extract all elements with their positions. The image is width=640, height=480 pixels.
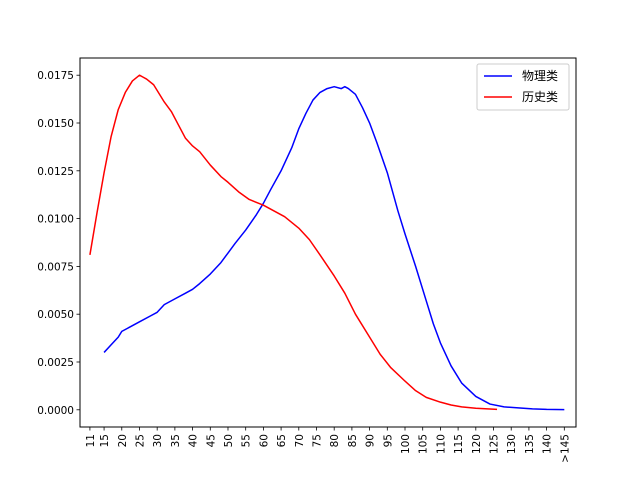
x-tick-label: 11 xyxy=(85,434,97,447)
y-axis: 0.0000 0.0025 0.0050 0.0075 0.0100 0.0125 0.01… xyxy=(37,70,80,417)
x-tick-label: 15 xyxy=(99,434,111,447)
x-tick-label: 45 xyxy=(205,434,217,447)
y-tick-label: 0.0025 xyxy=(37,357,74,369)
x-tick-label: 130 xyxy=(506,434,518,454)
y-tick-label: 0.0000 xyxy=(37,405,74,417)
y-tick-label: 0.0100 xyxy=(37,214,74,226)
x-tick-label: 85 xyxy=(347,434,359,447)
x-tick-label: 50 xyxy=(223,434,235,447)
x-tick-label: 90 xyxy=(365,434,377,447)
x-tick-label: 65 xyxy=(276,434,288,447)
x-tick-label: 100 xyxy=(400,434,412,454)
x-tick-label: 30 xyxy=(152,434,164,447)
y-tick-label: 0.0050 xyxy=(37,309,74,321)
x-tick-label: 115 xyxy=(453,434,465,454)
x-tick-label: 70 xyxy=(294,434,306,447)
plot-frame xyxy=(79,57,577,428)
x-tick-label: 20 xyxy=(117,434,129,447)
x-tick-label: 125 xyxy=(489,434,501,454)
x-axis: 11 15 20 25 30 35 40 45 50 55 60 65 70 75 80 85 90 95 100 1… xyxy=(85,427,571,463)
x-tick-label: 25 xyxy=(134,434,146,447)
x-tick-label: 75 xyxy=(311,434,323,447)
x-tick-label: 35 xyxy=(170,434,182,447)
x-tick-label: 40 xyxy=(188,434,200,447)
x-tick-label: 95 xyxy=(382,434,394,447)
y-tick-label: 0.0125 xyxy=(37,166,74,178)
y-tick-label: 0.0075 xyxy=(37,261,74,273)
x-tick-label: 120 xyxy=(471,434,483,454)
plot-area xyxy=(80,58,576,427)
x-tick-label: 135 xyxy=(524,434,536,454)
x-tick-label: 55 xyxy=(241,434,253,447)
legend-label-physics: 物理类 xyxy=(522,69,558,83)
x-tick-label: 140 xyxy=(542,434,554,454)
y-tick-label: 0.0175 xyxy=(37,70,74,82)
x-tick-label: >145 xyxy=(559,434,571,463)
legend: 物理类 历史类 xyxy=(476,63,570,111)
x-tick-label: 60 xyxy=(258,434,270,447)
x-tick-label: 105 xyxy=(418,434,430,454)
series-line-history xyxy=(89,74,498,411)
series-line-physics xyxy=(103,85,565,411)
x-tick-label: 110 xyxy=(435,434,447,454)
y-tick-label: 0.0150 xyxy=(37,118,74,130)
x-tick-label: 80 xyxy=(329,434,341,447)
series-layer xyxy=(89,74,565,411)
legend-label-history: 历史类 xyxy=(522,90,558,104)
